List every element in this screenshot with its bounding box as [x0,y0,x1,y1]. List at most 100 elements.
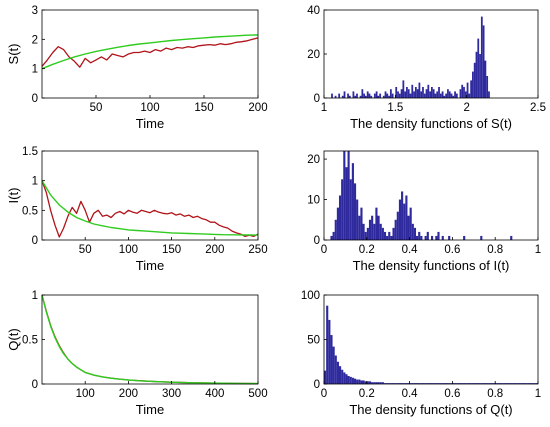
x-tick-label: 250 [248,244,267,256]
histogram-bar [347,151,350,240]
y-tick-label: 1.5 [22,146,38,158]
histogram-bar [452,95,455,98]
histogram-bar [431,235,434,240]
y-axis-label: I(t) [6,188,21,204]
y-tick-label: 0 [314,379,320,391]
histogram-bar [351,377,354,384]
histogram-bar [375,382,378,384]
histogram-bar [454,383,457,384]
histogram-bar [402,80,405,98]
histogram-bar [384,91,387,98]
histogram-bar [467,383,470,384]
histogram-bar [401,383,404,384]
histogram-bar [464,91,467,98]
x-tick-label: 1 [535,388,541,400]
series-deterministic-line [41,180,259,236]
histogram-bar [366,227,369,240]
histogram-bar [450,383,453,384]
histogram-bar [527,383,530,384]
I-time-panel: 50 100 150 200 250 0 0.5 1 1.5 Time I(t) [6,146,268,273]
histogram-bar [386,383,389,384]
histogram-bar [411,223,414,240]
histogram-bar [490,383,494,384]
histogram-bar [375,91,378,98]
histogram-bar [463,87,465,98]
histogram-bar [388,383,391,384]
x-tick-label: 0 [321,388,327,400]
histogram-bar [473,383,476,384]
x-tick-label: 1 [321,102,327,114]
histogram-bar [379,223,382,240]
histogram-bar [424,235,427,240]
histogram-bar [379,382,382,384]
histogram-bar [456,383,459,384]
histogram-bar [503,383,506,384]
histogram-bar [461,84,464,98]
histogram-bar [334,355,337,384]
histogram-bar [394,383,397,384]
histogram-bar [445,383,449,384]
histogram-bar [401,191,404,240]
histogram-bar [343,151,346,240]
x-tick-label: 300 [162,388,181,400]
histogram-bar [383,231,387,240]
x-tick-label: 1 [535,244,541,256]
histogram-bar [398,383,402,384]
histogram-bar [349,179,352,240]
histogram-bar [341,95,344,98]
y-tick-label: 1 [32,290,38,302]
histogram-bar [353,378,357,384]
histogram-bar [356,199,359,240]
histogram-bar [330,335,333,384]
histogram-bar [420,383,423,384]
histogram-bar [418,82,421,98]
S-time-panel: 50 100 150 200 0 1 2 3 Time S(t) [6,5,268,131]
histogram-bar [416,235,419,240]
histogram-bar [416,383,419,384]
y-tick-label: 0 [32,379,38,391]
y-tick-label: 100 [301,290,320,302]
histogram-bar [368,93,371,98]
x-tick-label: 2 [463,102,469,114]
histogram-bar [425,89,428,98]
histogram-bar [443,95,446,98]
histogram-bar [368,381,372,384]
histogram-bar [381,227,384,240]
histogram-bar [450,93,453,98]
histogram-bar [397,91,399,98]
x-tick-label: 0.8 [487,244,503,256]
histogram-bar [437,231,440,240]
histogram-bar [484,60,487,98]
histogram-bar [375,207,378,240]
histogram-bar [458,383,461,384]
y-tick-label: 0.5 [22,335,38,347]
y-tick-label: 20 [307,154,320,166]
histogram-bar [389,89,392,98]
histogram-bar [332,346,335,384]
y-tick-label: 0.5 [22,205,38,217]
histogram-bar [413,383,417,384]
histogram-bar [366,91,369,98]
axes-frame [323,294,539,385]
histogram-bar [463,235,466,240]
histogram-bar [365,95,367,98]
histogram-bar [359,95,362,98]
histogram-bar [429,91,431,98]
histogram-bar [368,219,372,240]
axes-frame [41,294,259,385]
histogram-bar [431,87,433,98]
histogram-bar [432,89,435,98]
x-tick-label: 150 [162,244,181,256]
x-tick-label: 2.5 [530,102,546,114]
histogram-bar [328,319,331,384]
histogram-bar [348,95,351,98]
histogram-bar [373,382,376,384]
histogram-bar [438,87,440,98]
histogram-bar [391,93,394,98]
histogram-bar [518,383,521,384]
x-tick-label: 0 [321,244,327,256]
histogram-bar [439,383,442,384]
histogram-bar [422,383,425,384]
histogram-bar [349,376,352,384]
x-axis-label: Time [136,402,164,417]
